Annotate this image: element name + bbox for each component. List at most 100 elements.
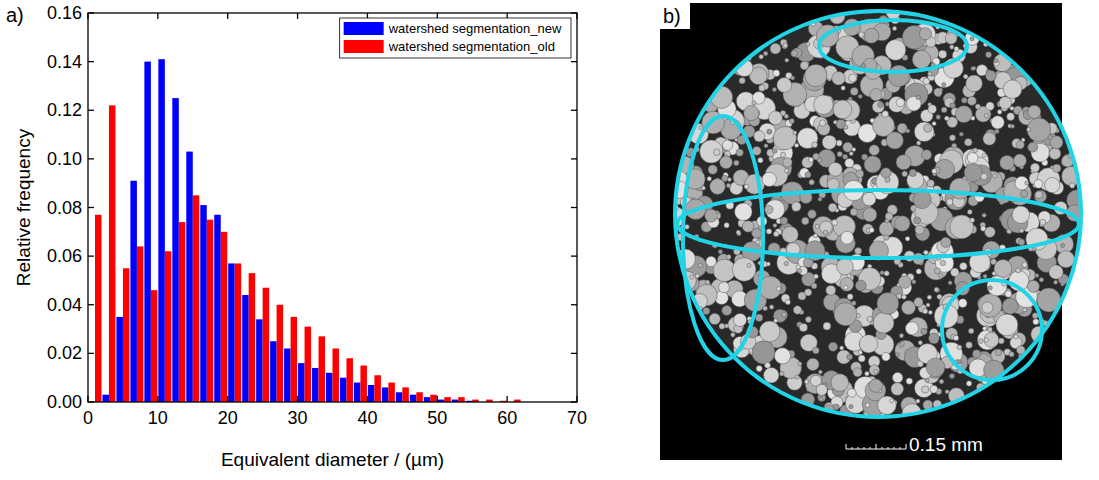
histogram-bar xyxy=(186,152,192,402)
histogram-bar xyxy=(319,336,325,402)
particle xyxy=(922,150,932,160)
particle xyxy=(805,317,811,323)
histogram-bar xyxy=(207,220,213,402)
particle xyxy=(994,59,998,63)
particle xyxy=(955,106,972,123)
particle xyxy=(783,158,792,167)
scale-tick xyxy=(870,447,871,449)
particle xyxy=(1007,113,1015,121)
particle xyxy=(858,94,862,98)
particle xyxy=(983,326,987,330)
particle xyxy=(1003,80,1022,99)
particle xyxy=(752,101,756,105)
particle xyxy=(762,172,776,186)
particle xyxy=(809,180,814,185)
y-tick xyxy=(88,12,94,13)
particle xyxy=(724,223,729,228)
particle xyxy=(1027,280,1039,292)
particle xyxy=(896,155,911,170)
particle xyxy=(1035,273,1039,277)
particle xyxy=(935,288,940,293)
y-tick-label: 0.00 xyxy=(47,392,82,412)
particle xyxy=(802,217,809,224)
histogram-bar xyxy=(144,62,150,402)
x-tick-top xyxy=(297,13,298,19)
histogram-bar xyxy=(444,397,450,402)
particle xyxy=(928,72,932,76)
particle xyxy=(869,145,879,155)
particle xyxy=(981,173,988,180)
particle xyxy=(869,365,879,375)
histogram-bar xyxy=(388,383,394,402)
particle xyxy=(1025,181,1029,185)
particle xyxy=(884,271,889,276)
particle xyxy=(1009,352,1014,357)
particle xyxy=(872,101,884,113)
particle xyxy=(742,221,754,233)
scale-tick xyxy=(894,447,895,449)
y-tick-right xyxy=(571,255,577,256)
histogram-bar xyxy=(172,98,178,402)
particle xyxy=(957,345,962,350)
histogram-bar xyxy=(312,368,318,402)
histogram-bar xyxy=(382,387,388,402)
particle xyxy=(926,358,945,377)
particle xyxy=(826,285,836,295)
particle xyxy=(766,262,770,266)
particle xyxy=(873,312,894,333)
particle xyxy=(885,177,890,182)
particle xyxy=(808,210,817,219)
particle xyxy=(744,184,749,189)
particle xyxy=(996,314,1018,336)
particle xyxy=(930,385,938,393)
particle xyxy=(811,283,817,289)
particle xyxy=(797,128,818,149)
histogram-bar xyxy=(291,317,297,402)
particle xyxy=(770,43,781,54)
particle xyxy=(831,374,849,392)
particle xyxy=(764,144,768,148)
histogram-bar xyxy=(430,395,436,402)
particle xyxy=(759,321,780,342)
particle xyxy=(1028,105,1041,118)
particle xyxy=(966,342,973,349)
particle xyxy=(764,367,780,383)
histogram-bar xyxy=(123,268,129,402)
scale-bar-label: 0.15 mm xyxy=(909,434,983,455)
particle xyxy=(921,328,927,334)
particle xyxy=(795,375,799,379)
histogram-bar xyxy=(130,181,136,402)
particle xyxy=(870,89,882,101)
particle xyxy=(949,373,954,378)
bars xyxy=(95,59,521,402)
x-tick-label: 70 xyxy=(567,408,587,428)
legend-swatch xyxy=(344,40,384,53)
particle xyxy=(1016,141,1024,149)
plot-frame xyxy=(88,13,577,402)
particle xyxy=(722,140,732,150)
x-tick-top xyxy=(576,13,577,19)
particle xyxy=(869,228,874,233)
particle xyxy=(813,347,820,354)
particle xyxy=(1040,219,1046,225)
particle xyxy=(747,263,751,267)
particle xyxy=(924,124,932,132)
particle xyxy=(979,294,1002,317)
y-tick-label: 0.14 xyxy=(47,52,82,72)
particle xyxy=(816,384,827,395)
particle xyxy=(823,230,828,235)
scale-tick xyxy=(882,447,883,449)
particle xyxy=(1019,228,1024,233)
particle xyxy=(773,70,780,77)
outline-circle xyxy=(942,280,1042,380)
particle xyxy=(722,305,732,315)
particle xyxy=(752,229,762,239)
x-tick xyxy=(437,396,438,402)
particle xyxy=(832,72,846,86)
particle xyxy=(765,205,773,213)
particle xyxy=(982,302,993,313)
particle xyxy=(850,88,858,96)
x-tick-label: 30 xyxy=(288,408,308,428)
particle xyxy=(754,131,765,142)
particle xyxy=(952,143,957,148)
